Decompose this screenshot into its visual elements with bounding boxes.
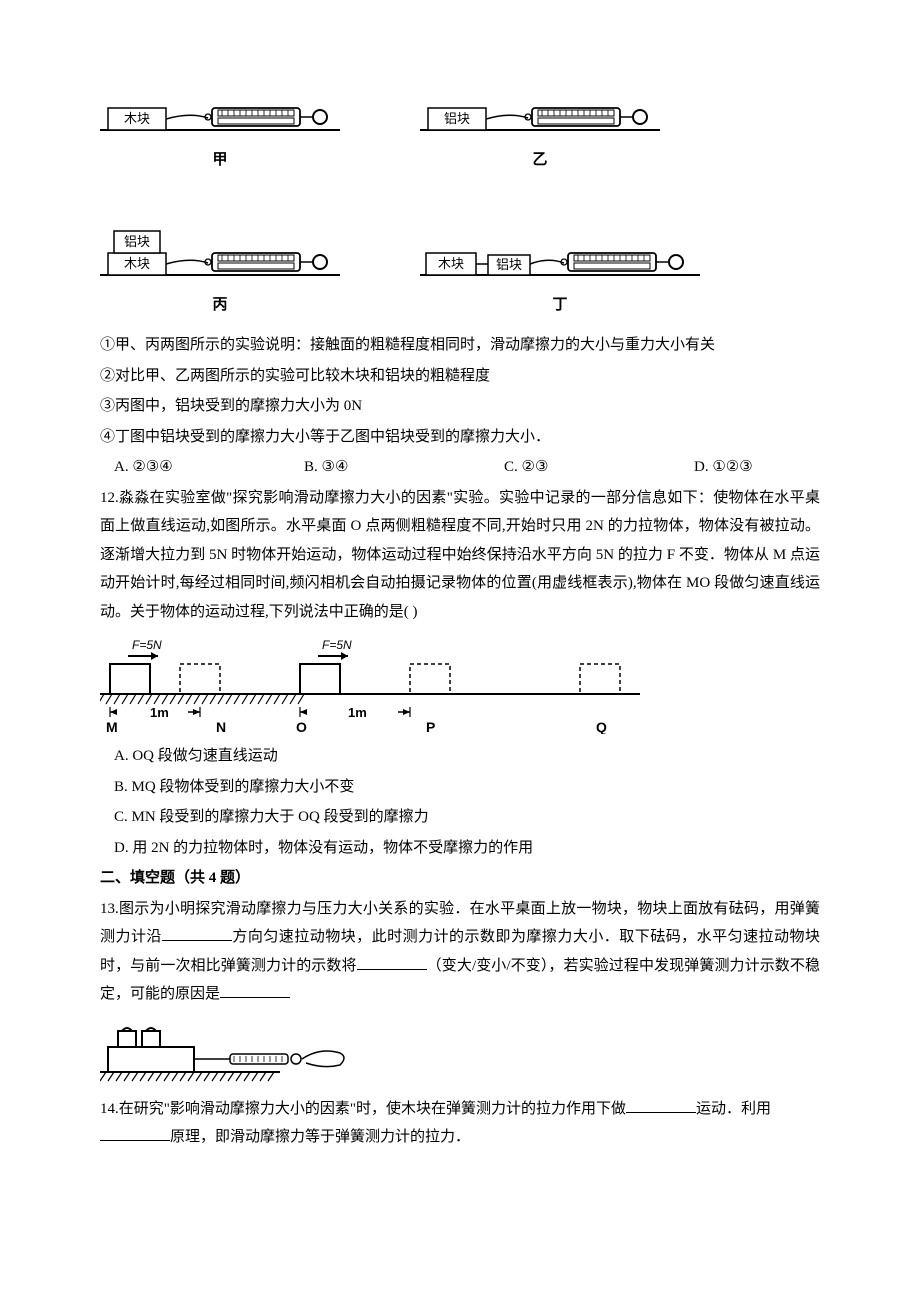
svg-text:N: N [216,719,226,734]
section-2-heading: 二、填空题（共 4 题） [100,864,820,893]
q12-figure: F=5N F=5N 1m 1m M N O P Q [100,634,820,734]
q11-fig-row-1: 木块 甲 铝块 [100,90,820,175]
fig-yi: 铝块 乙 [420,90,660,175]
svg-text:木块: 木块 [438,256,464,271]
fig-jia-block-label: 木块 [124,111,150,126]
q11-statement-1: ①甲、丙两图所示的实验说明：接触面的粗糙程度相同时，滑动摩擦力的大小与重力大小有… [100,331,820,360]
fig-bing: 木块 铝块 丙 [100,215,340,320]
q11-statement-3: ③丙图中，铝块受到的摩擦力大小为 0N [100,392,820,421]
fig-yi-svg: 铝块 [420,90,660,140]
q11-option-c: C. ②③ [504,453,694,482]
svg-text:O: O [296,719,307,734]
svg-text:Q: Q [596,719,607,734]
fig-ding-label: 丁 [552,291,567,320]
svg-text:木块: 木块 [124,256,150,271]
q11-option-a: A. ②③④ [114,453,304,482]
q11-options: A. ②③④ B. ③④ C. ②③ D. ①②③ [100,453,820,482]
q11-fig-row-2: 木块 铝块 丙 木块 [100,215,820,320]
fig-yi-block-label: 铝块 [444,111,470,126]
svg-text:1m: 1m [348,705,367,720]
svg-text:1m: 1m [150,705,169,720]
q13-blank-2 [357,955,427,970]
svg-text:F=5N: F=5N [322,638,352,652]
q13-blank-1 [162,926,232,941]
q11-figures: 木块 甲 铝块 [100,90,820,319]
fig-jia-svg: 木块 [100,90,340,140]
q14-part-c: 原理，即滑动摩擦力等于弹簧测力计的拉力． [170,1129,470,1145]
q11-option-d: D. ①②③ [694,453,753,482]
fig-ding-svg: 木块 铝块 [420,235,700,285]
fig-yi-label: 乙 [532,146,547,175]
q12-option-d: D. 用 2N 的力拉物体时，物体没有运动，物体不受摩擦力的作用 [114,834,820,863]
fig-jia-label: 甲 [212,146,227,175]
q11-option-b: B. ③④ [304,453,504,482]
q12-stem: 12.淼淼在实验室做"探究影响滑动摩擦力大小的因素"实验。实验中记录的一部分信息… [100,484,820,627]
q11-statement-2: ②对比甲、乙两图所示的实验可比较木块和铝块的粗糙程度 [100,362,820,391]
q14-part-a: 14.在研究"影响滑动摩擦力大小的因素"时，使木块在弹簧测力计的拉力作用下做 [100,1101,626,1117]
q14-blank-2 [100,1126,170,1141]
fig-jia: 木块 甲 [100,90,340,175]
q12-option-b: B. MQ 段物体受到的摩擦力大小不变 [114,773,820,802]
svg-text:铝块: 铝块 [124,234,150,249]
fig-bing-label: 丙 [212,291,227,320]
q13-figure [100,1017,820,1087]
fig-bing-svg: 木块 铝块 [100,215,340,285]
q14-text: 14.在研究"影响滑动摩擦力大小的因素"时，使木块在弹簧测力计的拉力作用下做 运动… [100,1095,820,1152]
svg-text:F=5N: F=5N [132,638,162,652]
q13-svg [100,1017,360,1087]
q13-blank-3 [220,983,290,998]
svg-text:铝块: 铝块 [496,257,522,272]
svg-text:M: M [106,719,118,734]
q12-options: A. OQ 段做匀速直线运动 B. MQ 段物体受到的摩擦力大小不变 C. MN… [100,742,820,862]
q12-svg: F=5N F=5N 1m 1m M N O P Q [100,634,640,734]
q12-option-a: A. OQ 段做匀速直线运动 [114,742,820,771]
q13-text: 13.图示为小明探究滑动摩擦力与压力大小关系的实验．在水平桌面上放一物块，物块上… [100,895,820,1009]
q11-statement-4: ④丁图中铝块受到的摩擦力大小等于乙图中铝块受到的摩擦力大小． [100,423,820,452]
q14-blank-1 [626,1098,696,1113]
q12-option-c: C. MN 段受到的摩擦力大于 OQ 段受到的摩擦力 [114,803,820,832]
svg-text:P: P [426,719,435,734]
fig-ding: 木块 铝块 丁 [420,235,700,320]
q14-part-b: 运动．利用 [696,1101,771,1117]
